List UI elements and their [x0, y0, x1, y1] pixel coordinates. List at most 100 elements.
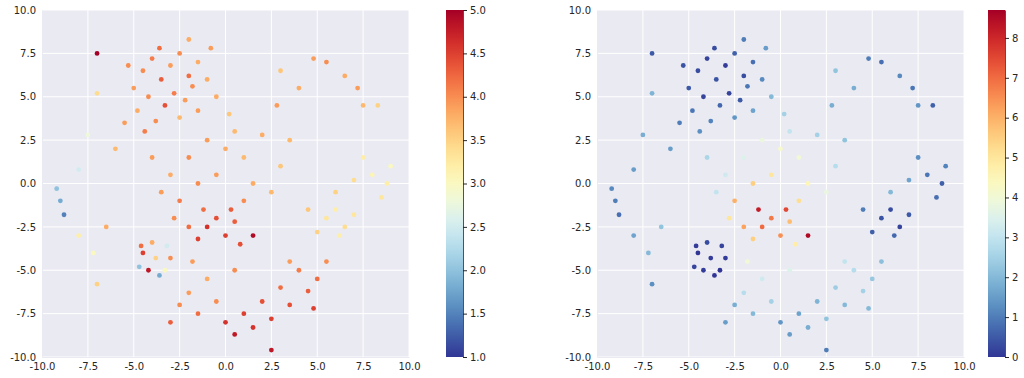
- tick-label: 6: [1012, 112, 1018, 123]
- tick-label: 1: [1012, 312, 1018, 323]
- grid-line: [597, 313, 964, 314]
- point: [719, 244, 724, 249]
- tick: 10.0: [569, 5, 597, 16]
- point: [833, 285, 838, 290]
- point: [355, 86, 360, 91]
- grid-line: [42, 226, 409, 227]
- panel: -10.0-7.5-5.0-2.50.02.55.07.510.0-10.0-7…: [565, 5, 1018, 372]
- point: [723, 172, 728, 177]
- point: [940, 181, 945, 186]
- tick-label: 2: [1012, 272, 1018, 283]
- point: [613, 198, 618, 203]
- point: [741, 155, 746, 160]
- point: [269, 190, 274, 195]
- point: [164, 244, 169, 249]
- point: [650, 282, 655, 287]
- colorbar-axis: 1.01.52.02.53.03.54.04.55.0: [463, 5, 486, 363]
- point: [751, 181, 756, 186]
- point: [76, 167, 81, 172]
- point: [769, 299, 774, 304]
- tick: 7.5: [911, 357, 927, 372]
- point: [269, 316, 274, 321]
- point: [141, 68, 146, 73]
- point: [934, 195, 939, 200]
- point: [833, 68, 838, 73]
- point: [95, 91, 100, 96]
- tick-label: 0: [1012, 352, 1018, 363]
- tick: 4: [1005, 192, 1018, 203]
- point: [251, 233, 256, 238]
- axis-line: [42, 11, 43, 358]
- point: [681, 63, 686, 68]
- point: [196, 108, 201, 113]
- point: [214, 299, 219, 304]
- tick-label: 0.0: [20, 178, 36, 189]
- grid-line: [597, 183, 964, 184]
- grid-line: [42, 313, 409, 314]
- tick-label: 10.0: [569, 5, 591, 16]
- panel: -10.0-7.5-5.0-2.50.02.55.07.510.0-10.0-7…: [10, 5, 486, 372]
- tick-label: 10.0: [14, 5, 36, 16]
- point: [745, 84, 750, 89]
- point: [139, 244, 144, 249]
- tick: 0.0: [20, 178, 42, 189]
- point: [916, 155, 921, 160]
- point: [833, 164, 838, 169]
- tick-label: 7.5: [575, 48, 591, 59]
- tick: 10.0: [398, 357, 420, 372]
- point: [177, 303, 182, 308]
- grid-line: [42, 10, 43, 357]
- tick-label: -7.5: [16, 308, 36, 319]
- point: [888, 207, 893, 212]
- point: [897, 74, 902, 79]
- point: [196, 181, 201, 186]
- point: [227, 112, 232, 117]
- tick: 0.0: [575, 178, 597, 189]
- point: [617, 212, 622, 217]
- point: [723, 256, 728, 261]
- point: [705, 56, 710, 61]
- point: [897, 224, 902, 229]
- tick-label: 5.0: [865, 361, 881, 372]
- point: [907, 212, 912, 217]
- tick-label: -2.5: [170, 361, 190, 372]
- point: [738, 98, 743, 103]
- point: [916, 103, 921, 108]
- tick-label: 7.5: [911, 361, 927, 372]
- point: [732, 198, 737, 203]
- axis-line: [597, 11, 598, 358]
- tick: -5.0: [679, 357, 699, 372]
- point: [861, 289, 866, 294]
- point: [852, 86, 857, 91]
- tick-mark: [463, 184, 467, 185]
- point: [727, 216, 732, 221]
- point: [205, 277, 210, 282]
- point: [659, 224, 664, 229]
- point: [694, 244, 699, 249]
- grid-line: [597, 96, 964, 97]
- tick: 7.5: [356, 357, 372, 372]
- point: [269, 348, 274, 353]
- tick: 0.0: [218, 357, 234, 372]
- tick-mark: [1005, 357, 1009, 358]
- tick: -7.5: [79, 357, 99, 372]
- tick-label: 1.5: [470, 308, 486, 319]
- point: [888, 190, 893, 195]
- tick: 7: [1005, 73, 1018, 84]
- grid-line: [597, 357, 964, 358]
- point: [352, 212, 357, 217]
- point: [745, 259, 750, 264]
- point: [925, 172, 930, 177]
- point: [796, 311, 801, 316]
- point: [232, 219, 237, 224]
- grid-line: [42, 270, 409, 271]
- tick: -2.5: [16, 222, 42, 233]
- grid-line: [42, 357, 409, 358]
- plot-background: [597, 10, 964, 357]
- point: [760, 277, 765, 282]
- tick-label: 2.5: [20, 135, 36, 146]
- point: [260, 299, 265, 304]
- grid-line: [42, 183, 409, 184]
- point: [214, 172, 219, 177]
- point: [85, 133, 90, 138]
